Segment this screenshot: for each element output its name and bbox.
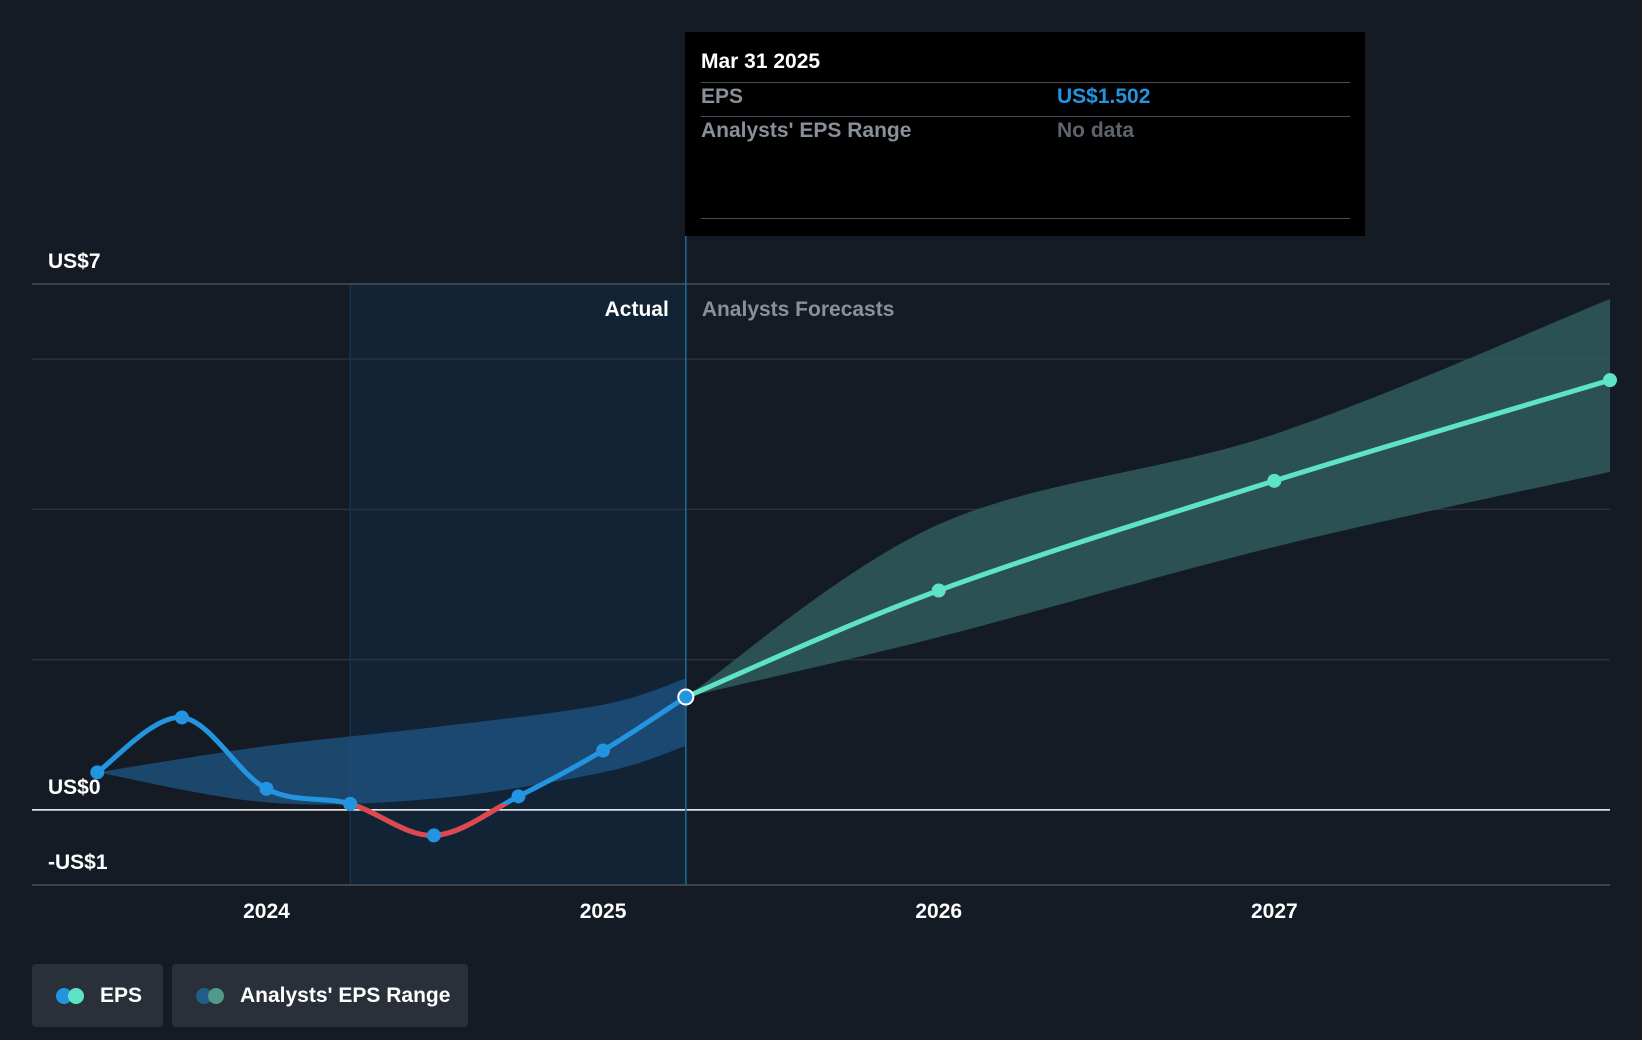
x-tick-label: 2026 bbox=[915, 900, 962, 923]
legend-dot bbox=[208, 987, 224, 1004]
eps-actual-point bbox=[174, 710, 189, 725]
eps-forecast-line bbox=[683, 377, 1613, 700]
eps-forecast-point bbox=[1603, 373, 1617, 388]
x-tick-label: 2024 bbox=[243, 900, 290, 923]
eps-actual-point bbox=[343, 796, 358, 811]
tooltip-range-value: No data bbox=[1057, 119, 1135, 142]
legend-range-label: Analysts' EPS Range bbox=[240, 983, 451, 1007]
tooltip-range-label: Analysts' EPS Range bbox=[701, 119, 912, 142]
eps-forecast-point bbox=[1267, 473, 1282, 488]
tooltip: Mar 31 2025 EPS US$1.502 Analysts' EPS R… bbox=[685, 32, 1365, 236]
forecast-region-label: Analysts Forecasts bbox=[702, 298, 895, 321]
tooltip-eps-label: EPS bbox=[701, 85, 744, 108]
eps-actual-point bbox=[259, 781, 274, 796]
eps-actual-point bbox=[596, 743, 611, 758]
eps-actual-point bbox=[90, 765, 105, 780]
eps-negative-segment bbox=[337, 803, 510, 838]
legend-eps-label: EPS bbox=[100, 983, 143, 1007]
eps-highlight-point bbox=[677, 688, 695, 706]
legend-eps-range[interactable]: Analysts' EPS Range bbox=[172, 964, 468, 1027]
tooltip-date: Mar 31 2025 bbox=[701, 50, 821, 73]
tooltip-divider bbox=[701, 82, 1350, 83]
eps-legend-icon bbox=[56, 987, 88, 1004]
tooltip-divider bbox=[701, 218, 1350, 219]
legend-eps[interactable]: EPS bbox=[32, 964, 163, 1027]
range-legend-icon bbox=[196, 987, 228, 1004]
eps-actual-point bbox=[426, 828, 441, 843]
tooltip-eps-value: US$1.502 bbox=[1057, 85, 1151, 108]
legend-dot bbox=[68, 987, 84, 1004]
x-tick-label: 2027 bbox=[1251, 900, 1298, 923]
y-tick-label: -US$1 bbox=[48, 851, 108, 874]
y-tick-label: US$7 bbox=[48, 250, 101, 273]
y-tick-label: US$0 bbox=[48, 776, 101, 799]
eps-actual-point bbox=[511, 789, 526, 804]
eps-forecast-point bbox=[931, 583, 946, 598]
x-tick-label: 2025 bbox=[580, 900, 627, 923]
actual-region-label: Actual bbox=[605, 298, 669, 321]
tooltip-divider bbox=[701, 116, 1350, 117]
